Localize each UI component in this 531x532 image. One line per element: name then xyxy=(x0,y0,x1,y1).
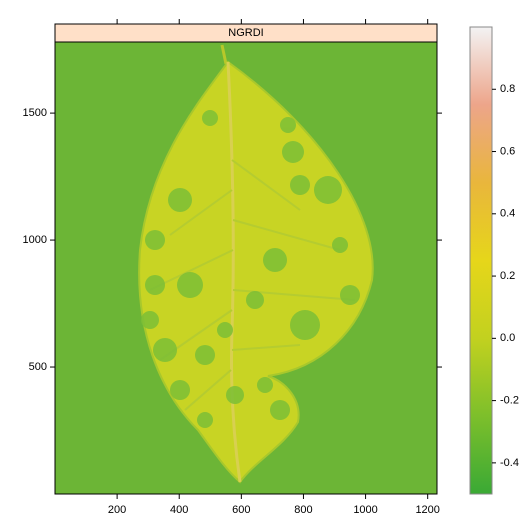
colorbar-tick-label: -0.2 xyxy=(500,395,519,407)
leaf xyxy=(138,44,374,484)
colorbar-tick-label: 0.8 xyxy=(500,83,515,95)
x-tick-label: 1200 xyxy=(415,504,439,516)
strip-title: NGRDI xyxy=(228,27,263,39)
colorbar-tick-label: 0.0 xyxy=(500,332,515,344)
y-tick-label: 1500 xyxy=(23,107,47,119)
y-tick-label: 500 xyxy=(29,361,47,373)
y-tick-label: 1000 xyxy=(23,234,47,246)
x-tick-label: 1000 xyxy=(353,504,377,516)
x-tick-label: 400 xyxy=(170,504,188,516)
x-tick-label: 600 xyxy=(232,504,250,516)
colorbar xyxy=(469,26,493,495)
x-tick-label: 200 xyxy=(108,504,126,516)
colorbar-tick-label: 0.2 xyxy=(500,270,515,282)
colorbar-tick-label: -0.4 xyxy=(500,457,519,469)
strip xyxy=(54,23,438,43)
colorbar-tick-label: 0.6 xyxy=(500,145,515,157)
colorbar-tick-label: 0.4 xyxy=(500,208,515,220)
x-tick-label: 800 xyxy=(294,504,312,516)
